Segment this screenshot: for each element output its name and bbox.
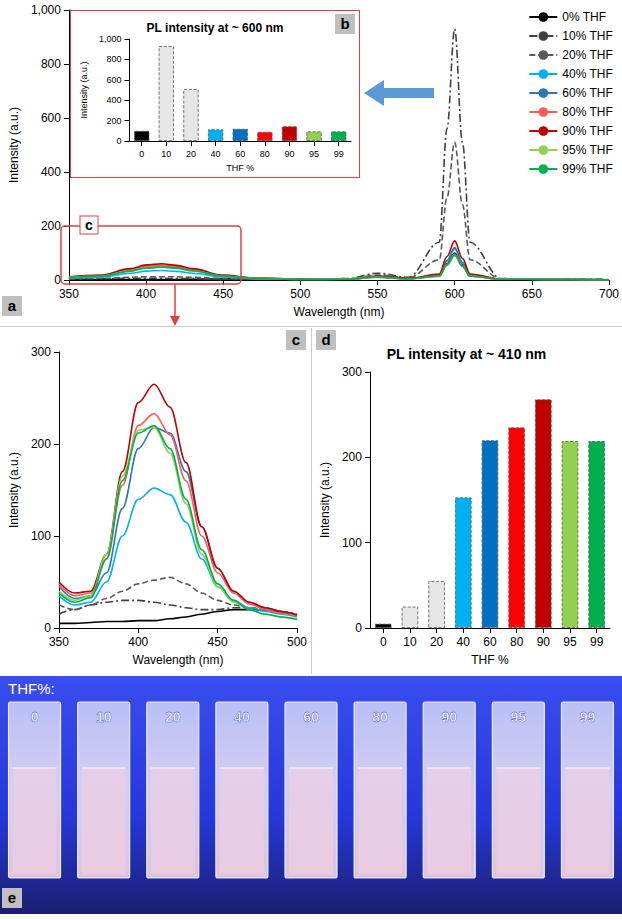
svg-text:80% THF: 80% THF [562, 105, 612, 119]
svg-text:0: 0 [116, 136, 121, 146]
svg-text:80: 80 [372, 709, 388, 725]
svg-text:Wavelength (nm): Wavelength (nm) [293, 305, 384, 319]
svg-text:99: 99 [590, 635, 604, 649]
svg-text:800: 800 [41, 57, 61, 71]
svg-text:80: 80 [260, 149, 270, 159]
svg-text:10: 10 [403, 635, 417, 649]
svg-text:Wavelength (nm): Wavelength (nm) [132, 653, 223, 667]
svg-text:200: 200 [31, 437, 51, 451]
svg-text:1,000: 1,000 [31, 3, 61, 17]
svg-text:400: 400 [41, 165, 61, 179]
svg-text:500: 500 [287, 635, 307, 649]
svg-text:99: 99 [334, 149, 344, 159]
svg-text:0: 0 [380, 635, 387, 649]
html-text:d: d [321, 331, 331, 348]
svg-text:20: 20 [165, 709, 181, 725]
html-text:e: e [7, 889, 17, 906]
svg-text:Intensity (a.u.): Intensity (a.u.) [7, 452, 21, 528]
svg-text:550: 550 [368, 287, 388, 301]
svg-text:600: 600 [41, 111, 61, 125]
svg-text:700: 700 [599, 287, 619, 301]
svg-text:400: 400 [136, 287, 156, 301]
svg-text:200: 200 [342, 450, 362, 464]
svg-text:0: 0 [31, 709, 39, 725]
svg-text:400: 400 [106, 95, 121, 105]
svg-text:20: 20 [430, 635, 444, 649]
svg-text:100: 100 [342, 536, 362, 550]
svg-text:650: 650 [522, 287, 542, 301]
svg-text:600: 600 [445, 287, 465, 301]
svg-text:95: 95 [309, 149, 319, 159]
svg-text:20% THF: 20% THF [562, 48, 612, 62]
svg-text:500: 500 [290, 287, 310, 301]
svg-text:0: 0 [139, 149, 144, 159]
svg-text:90% THF: 90% THF [562, 124, 612, 138]
svg-text:90: 90 [284, 149, 294, 159]
svg-text:350: 350 [49, 635, 69, 649]
svg-text:200: 200 [41, 219, 61, 233]
svg-text:300: 300 [31, 345, 51, 359]
svg-text:200: 200 [106, 116, 121, 126]
svg-text:40: 40 [457, 635, 471, 649]
svg-text:60: 60 [235, 149, 245, 159]
svg-text:10: 10 [96, 709, 112, 725]
svg-text:c: c [85, 217, 93, 233]
svg-text:95% THF: 95% THF [562, 143, 612, 157]
svg-text:0% THF: 0% THF [562, 10, 606, 24]
svg-text:THF %: THF % [226, 163, 254, 173]
svg-text:450: 450 [213, 287, 233, 301]
svg-text:1,000: 1,000 [99, 34, 122, 44]
svg-text:90: 90 [441, 709, 457, 725]
svg-text:95: 95 [511, 709, 527, 725]
svg-text:99: 99 [580, 709, 596, 725]
svg-text:80: 80 [510, 635, 524, 649]
svg-text:60: 60 [303, 709, 319, 725]
html-text:c: c [291, 331, 301, 348]
svg-text:0: 0 [355, 621, 362, 635]
svg-text:40% THF: 40% THF [562, 67, 612, 81]
svg-text:300: 300 [342, 365, 362, 379]
svg-text:0: 0 [54, 273, 61, 287]
svg-text:PL intensity at ~ 600 nm: PL intensity at ~ 600 nm [147, 21, 284, 35]
svg-text:350: 350 [59, 287, 79, 301]
html-text:a: a [7, 297, 17, 314]
html-text:b: b [340, 15, 350, 32]
svg-text:800: 800 [106, 54, 121, 64]
svg-text:400: 400 [128, 635, 148, 649]
svg-text:450: 450 [208, 635, 228, 649]
svg-text:10% THF: 10% THF [562, 29, 612, 43]
svg-text:95: 95 [563, 635, 577, 649]
svg-text:40: 40 [211, 149, 221, 159]
svg-text:99% THF: 99% THF [562, 162, 612, 176]
svg-text:90: 90 [537, 635, 551, 649]
svg-text:600: 600 [106, 75, 121, 85]
svg-text:THF%:: THF%: [8, 680, 55, 697]
svg-text:60: 60 [483, 635, 497, 649]
svg-text:Intensity (a.u.): Intensity (a.u.) [79, 62, 89, 119]
svg-text:THF %: THF % [471, 653, 509, 667]
svg-text:Intensity (a.u.): Intensity (a.u.) [7, 107, 21, 183]
svg-text:60% THF: 60% THF [562, 86, 612, 100]
svg-text:40: 40 [234, 709, 250, 725]
svg-text:100: 100 [31, 529, 51, 543]
svg-text:0: 0 [44, 621, 51, 635]
svg-text:PL intensity at ~ 410 nm: PL intensity at ~ 410 nm [387, 346, 547, 362]
svg-text:20: 20 [186, 149, 196, 159]
svg-text:Intensity (a.u.): Intensity (a.u.) [318, 462, 332, 538]
svg-text:10: 10 [161, 149, 171, 159]
